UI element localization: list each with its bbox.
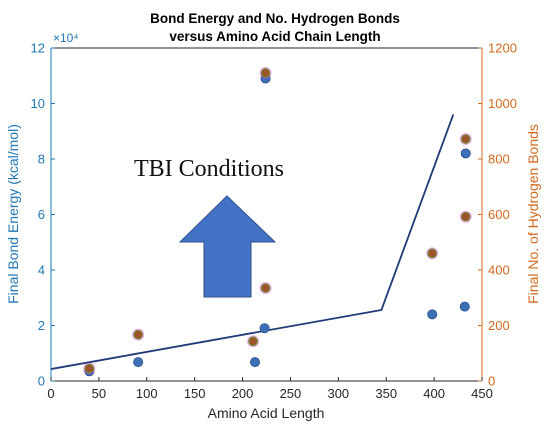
trend-line-group (50, 114, 455, 370)
energy-point (133, 357, 144, 368)
trend-line (50, 114, 455, 370)
energy-point (460, 148, 471, 159)
y-right-tick-label: 600 (488, 207, 510, 222)
hbond-point (427, 248, 437, 259)
y-left-tick-label: 6 (38, 207, 45, 222)
x-tick-label: 350 (375, 386, 397, 401)
y-right-tick-label: 1200 (488, 41, 517, 56)
y-left-axis-label: Final Bond Energy (kcal/mol) (5, 124, 21, 304)
chart-title-line-1: Bond Energy and No. Hydrogen Bonds (150, 11, 400, 26)
chart-title-line-2: versus Amino Acid Chain Length (169, 29, 380, 44)
hbond-point (460, 134, 471, 144)
scatter-points (83, 66, 472, 377)
energy-point (250, 357, 261, 368)
x-tick-label: 0 (47, 386, 54, 401)
energy-point (427, 309, 438, 320)
y-right-tick-label: 1000 (488, 96, 517, 111)
y-right-tick-label: 800 (488, 152, 510, 167)
x-tick-label: 450 (471, 386, 493, 401)
up-arrow-shape (178, 195, 277, 298)
y-right-tick-label: 0 (488, 374, 495, 389)
x-tick-label: 200 (232, 386, 254, 401)
energy-point (459, 301, 470, 312)
y-left-tick-label: 0 (38, 374, 45, 389)
x-tick-label: 100 (136, 386, 158, 401)
annotation-group: TBI Conditions (134, 156, 284, 298)
x-tick-label: 150 (184, 386, 206, 401)
annotation-text: TBI Conditions (134, 156, 284, 182)
hbond-point (84, 363, 95, 374)
energy-point (259, 323, 270, 334)
hbond-point (248, 336, 258, 347)
hbond-point (260, 68, 271, 78)
hbond-point (260, 283, 271, 293)
y-right-tick-label: 200 (488, 318, 510, 333)
x-tick-label: 250 (280, 386, 302, 401)
axis-ticks: 0 50 100 150 200 250 300 350 400 4500246810120200… (31, 41, 517, 402)
y-right-tick-label: 400 (488, 263, 510, 278)
y-left-tick-label: 12 (31, 41, 45, 56)
y-left-tick-label: 4 (38, 263, 45, 278)
hbond-point (133, 329, 143, 340)
hbond-point (460, 211, 471, 222)
x-axis-label: Amino Acid Length (208, 405, 325, 421)
x-tick-label: 50 (92, 386, 106, 401)
x-tick-label: 400 (423, 386, 445, 401)
y-left-exponent: ×10⁴ (53, 31, 79, 45)
y-left-tick-label: 2 (38, 318, 45, 333)
y-left-tick-label: 8 (38, 152, 45, 167)
x-tick-label: 300 (327, 386, 349, 401)
y-left-tick-label: 10 (31, 96, 45, 111)
y-right-axis-label: Final No. of Hydrogen Bonds (525, 124, 541, 304)
